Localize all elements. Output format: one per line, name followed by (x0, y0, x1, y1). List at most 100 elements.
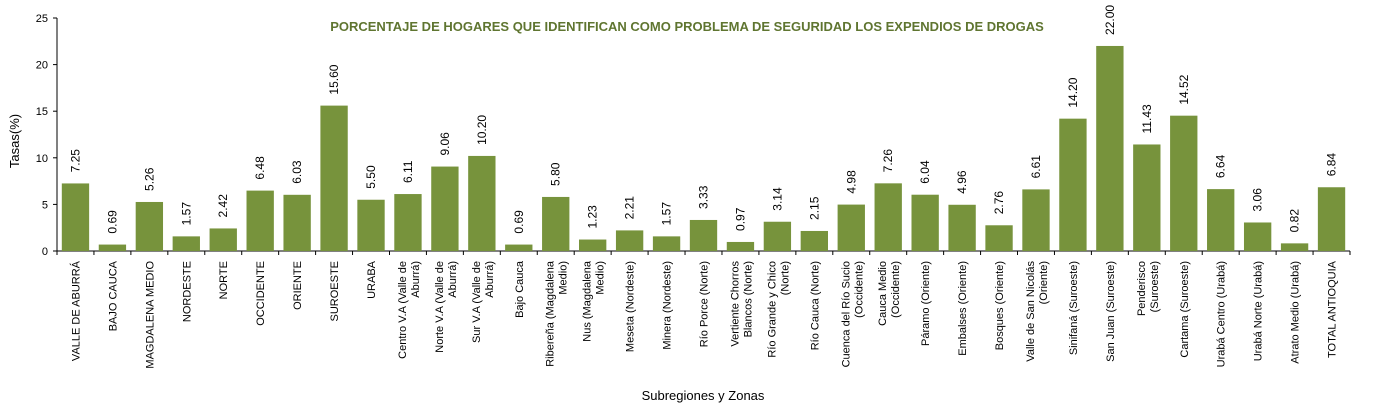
category-label: Bosques (Oriente) (994, 261, 1006, 350)
category-label: Urabá Centro (Urabá) (1216, 261, 1228, 367)
bar (135, 201, 164, 251)
y-tick-label: 5 (42, 199, 48, 211)
category-label: (Norte) (779, 261, 791, 295)
category-label: Medio) (595, 261, 607, 295)
bar (505, 244, 533, 251)
category-label: Blancos (Norte) (742, 261, 754, 337)
category-label: Sinifaná (Suroeste) (1068, 261, 1080, 355)
data-label: 2.15 (807, 196, 821, 220)
data-label: 14.52 (1177, 74, 1191, 104)
data-label: 4.98 (844, 170, 858, 194)
data-label: 0.82 (1288, 209, 1302, 233)
plot-area: 0 5 10 15 20 25 7.25 VALLE DE ABURRÁ 0.69 BAJO CA… (36, 5, 1351, 369)
bar (357, 199, 385, 251)
category-label: MAGDALENA MEDIO (144, 261, 156, 369)
data-label: 2.76 (992, 191, 1006, 215)
data-label: 0.97 (733, 207, 747, 231)
bar (1059, 118, 1087, 251)
data-label: 6.04 (918, 160, 932, 184)
bar (468, 155, 496, 251)
category-label: (Occidente) (890, 261, 902, 318)
bar (948, 204, 976, 251)
data-label: 7.26 (881, 149, 895, 173)
bar (542, 196, 570, 251)
y-tick-label: 15 (36, 106, 48, 118)
bar (172, 236, 200, 251)
bar (394, 194, 422, 251)
data-label: 4.96 (955, 170, 969, 194)
bar (1317, 187, 1346, 251)
bar (874, 183, 902, 251)
data-label: 22.00 (1103, 5, 1117, 35)
bar (283, 194, 311, 251)
category-label: Valle de San Nicolás (1025, 261, 1037, 362)
chart-title: PORCENTAJE DE HOGARES QUE IDENTIFICAN CO… (330, 19, 1044, 34)
y-axis-label: Tasas(%) (7, 114, 22, 168)
data-label: 7.25 (68, 149, 82, 173)
bar (985, 225, 1013, 251)
category-label: Norte V.A (Valle de (434, 261, 446, 353)
bar (652, 236, 681, 251)
category-label: Minera (Nordeste) (662, 261, 674, 350)
data-label: 14.20 (1066, 77, 1080, 107)
y-tick-label: 25 (36, 13, 48, 25)
bar (1170, 115, 1198, 251)
category-label: Cuenca del Río Sucio (840, 261, 852, 367)
bar (911, 194, 939, 251)
category-label: Nus (Magdalena (582, 260, 594, 342)
bar (246, 190, 274, 251)
bar (320, 105, 348, 251)
category-label: (Oriente) (1038, 261, 1050, 304)
category-label: San Juan (Suroeste) (1105, 261, 1117, 362)
y-tick-label: 10 (36, 153, 48, 165)
y-tick-label: 0 (42, 246, 48, 258)
category-label: SUROESTE (329, 261, 341, 322)
data-label: 3.14 (770, 187, 784, 211)
category-label: (Suroeste) (1149, 261, 1161, 312)
data-label: 10.20 (475, 115, 489, 145)
category-label: NORDESTE (181, 261, 193, 322)
category-label: NORTE (218, 261, 230, 299)
bar (98, 244, 127, 251)
category-label: VALLE DE ABURRÁ (69, 260, 82, 361)
data-label: 6.48 (253, 156, 267, 180)
bar (1207, 189, 1235, 251)
data-label: 0.69 (105, 210, 119, 234)
category-label: Sur V.A (Valle de (471, 261, 483, 343)
category-label: Río Cauca (Norte) (809, 261, 821, 350)
data-label: 6.61 (1029, 155, 1043, 179)
category-label: Aburrá) (447, 261, 459, 298)
category-label: Vertiente Chorros (729, 261, 741, 347)
category-label: Bajo Cauca (514, 260, 526, 318)
bar (837, 204, 865, 251)
data-label: 2.21 (623, 196, 637, 220)
bar (431, 166, 459, 251)
category-label: Urabá Norte (Urabá) (1253, 261, 1265, 361)
data-label: 3.06 (1251, 188, 1265, 212)
bar (763, 221, 792, 251)
category-label: Páramo (Oriente) (920, 261, 932, 346)
category-label: Penderisco (1136, 261, 1148, 316)
bar (1022, 189, 1050, 251)
data-label: 9.06 (438, 132, 452, 156)
data-label: 6.03 (290, 160, 304, 184)
bar (800, 230, 828, 251)
data-label: 15.60 (327, 64, 341, 94)
data-label: 1.57 (660, 202, 674, 226)
data-label: 0.69 (512, 210, 526, 234)
bar (1243, 222, 1272, 251)
category-label: Meseta (Nordeste) (625, 261, 637, 352)
data-label: 1.23 (586, 205, 600, 229)
category-label: Atrato Medio (Urabá) (1290, 261, 1302, 364)
data-label: 6.64 (1214, 154, 1228, 178)
bar (615, 230, 644, 251)
data-label: 2.42 (216, 194, 230, 218)
category-label: Medio) (558, 261, 570, 295)
category-label: TOTAL ANTIOQUIA (1327, 260, 1339, 358)
data-label: 6.11 (401, 160, 415, 183)
bar (1133, 144, 1161, 251)
bar (1096, 45, 1124, 252)
category-label: Cauca Medio (877, 261, 889, 326)
